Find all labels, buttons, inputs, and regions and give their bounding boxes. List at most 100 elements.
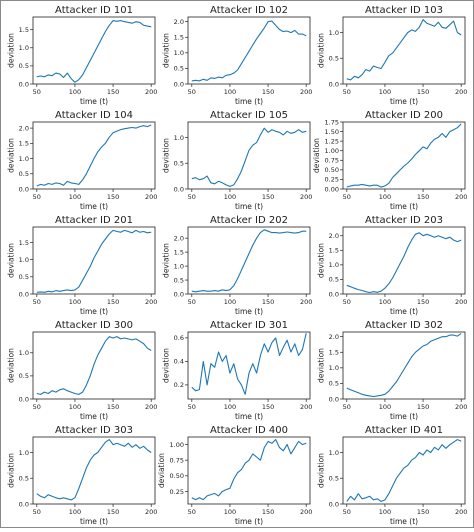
subplot-title: Attacker ID 105 — [210, 110, 288, 121]
y-tick-label: 2.0 — [329, 333, 339, 341]
x-tick-label: 150 — [417, 298, 429, 306]
plot-frame — [187, 436, 311, 505]
y-axis-label: deviation — [161, 138, 170, 173]
x-tick-label: 100 — [379, 88, 391, 96]
x-axis-label: time (t) — [235, 412, 263, 421]
subplot: Attacker ID 302 50 100 150 200 0.0 0.5 1.0 1.5 2.… — [316, 320, 467, 421]
y-axis-label: deviation — [316, 33, 325, 68]
y-axis-label: deviation — [6, 348, 15, 383]
y-tick-label: 1.75 — [325, 118, 339, 126]
y-tick-label: 1.0 — [19, 44, 29, 52]
subplot-title: Attacker ID 401 — [365, 425, 443, 436]
x-tick-label: 150 — [262, 403, 274, 411]
y-tick-label: 0.0 — [329, 395, 339, 403]
plot-frame — [187, 226, 311, 295]
y-tick-label: 2.0 — [174, 234, 184, 242]
x-tick-label: 150 — [417, 508, 429, 516]
subplot: Attacker ID 104 50 100 150 200 0.0 0.5 1.0 1.5 2.… — [6, 110, 157, 211]
x-tick-label: 200 — [145, 298, 157, 306]
subplot: Attacker ID 300 50 100 150 200 0.0 0.5 1.0 time … — [6, 320, 157, 421]
y-tick-label: 0.0 — [19, 80, 29, 88]
subplot: Attacker ID 201 50 100 150 200 0.0 0.5 1.0 1.5 ti… — [6, 215, 157, 316]
y-tick-label: 1.00 — [325, 147, 339, 155]
y-axis-label: deviation — [6, 453, 15, 488]
subplot-title: Attacker ID 203 — [365, 215, 443, 226]
x-axis-label: time (t) — [80, 202, 108, 211]
y-tick-label: 0.0 — [19, 395, 29, 403]
y-tick-label: 0.4 — [174, 358, 184, 366]
y-axis-label: deviation — [316, 348, 325, 383]
x-tick-label: 50 — [188, 298, 196, 306]
x-tick-label: 200 — [145, 403, 157, 411]
x-axis-label: time (t) — [80, 412, 108, 421]
y-tick-label: 0.0 — [174, 80, 184, 88]
y-tick-label: 0.5 — [174, 160, 184, 168]
y-tick-label: 1.5 — [174, 248, 184, 256]
x-tick-label: 200 — [300, 508, 312, 516]
subplot-title: Attacker ID 303 — [55, 425, 133, 436]
x-tick-label: 50 — [188, 403, 196, 411]
subplot: Attacker ID 400 50 100 150 200 0.25 0.50 0.75 1.… — [157, 425, 312, 526]
x-tick-label: 100 — [69, 298, 81, 306]
y-tick-label: 1.0 — [174, 262, 184, 270]
x-tick-label: 100 — [224, 193, 236, 201]
x-tick-label: 50 — [33, 508, 41, 516]
series-line — [36, 20, 152, 83]
y-tick-label: 1.0 — [174, 49, 184, 57]
y-tick-label: 1.0 — [329, 29, 339, 37]
subplot-title: Attacker ID 200 — [365, 110, 443, 121]
x-tick-label: 200 — [455, 298, 467, 306]
x-tick-label: 100 — [69, 508, 81, 516]
x-tick-label: 150 — [107, 298, 119, 306]
x-tick-label: 100 — [224, 403, 236, 411]
x-tick-label: 50 — [33, 193, 41, 201]
x-tick-label: 200 — [145, 88, 157, 96]
x-axis-label: time (t) — [80, 307, 108, 316]
x-tick-label: 200 — [300, 193, 312, 201]
x-tick-label: 150 — [262, 193, 274, 201]
subplot: Attacker ID 101 50 100 150 200 0.0 0.5 1.0 1.5 ti… — [6, 5, 157, 106]
subplot: Attacker ID 105 50 100 150 200 0.0 0.5 1.0 time … — [161, 110, 312, 211]
x-tick-label: 200 — [300, 298, 312, 306]
y-tick-label: 0.5 — [329, 276, 339, 284]
series-line — [36, 124, 152, 187]
x-axis-label: time (t) — [390, 307, 418, 316]
y-tick-label: 0.6 — [174, 334, 184, 342]
plot-frame — [342, 331, 466, 400]
x-tick-label: 100 — [69, 193, 81, 201]
series-line — [346, 19, 462, 81]
y-tick-label: 1.25 — [325, 137, 339, 145]
y-tick-label: 0.50 — [325, 166, 339, 174]
subplot: Attacker ID 202 50 100 150 200 0.0 0.5 1.0 1.5 2.… — [161, 215, 312, 316]
y-tick-label: 0.0 — [19, 500, 29, 508]
y-tick-label: 0.0 — [329, 290, 339, 298]
series-line — [36, 439, 152, 501]
plot-frame — [187, 331, 311, 400]
x-axis-label: time (t) — [390, 202, 418, 211]
y-axis-label: deviation — [316, 453, 325, 488]
subplot: Attacker ID 102 50 100 150 200 0.0 0.5 1.0 1.5 2.… — [161, 5, 312, 106]
x-axis-label: time (t) — [80, 97, 108, 106]
x-tick-label: 100 — [379, 403, 391, 411]
y-tick-label: 0.5 — [19, 475, 29, 483]
x-tick-label: 200 — [300, 88, 312, 96]
x-axis-label: time (t) — [390, 412, 418, 421]
plot-frame — [342, 121, 466, 190]
y-axis-label: deviation — [161, 243, 170, 278]
y-tick-label: 1.0 — [329, 449, 339, 457]
y-tick-label: 0.25 — [170, 488, 184, 496]
x-tick-label: 50 — [33, 403, 41, 411]
y-tick-label: 1.0 — [329, 261, 339, 269]
x-axis-label: time (t) — [80, 517, 108, 526]
x-tick-label: 50 — [33, 298, 41, 306]
x-tick-label: 50 — [188, 193, 196, 201]
y-tick-label: 0.25 — [325, 176, 339, 184]
x-axis-label: time (t) — [390, 97, 418, 106]
y-tick-label: 0.5 — [329, 55, 339, 63]
x-tick-label: 50 — [188, 508, 196, 516]
y-tick-label: 0.0 — [329, 80, 339, 88]
plot-frame — [187, 121, 311, 190]
series-line — [191, 333, 307, 395]
